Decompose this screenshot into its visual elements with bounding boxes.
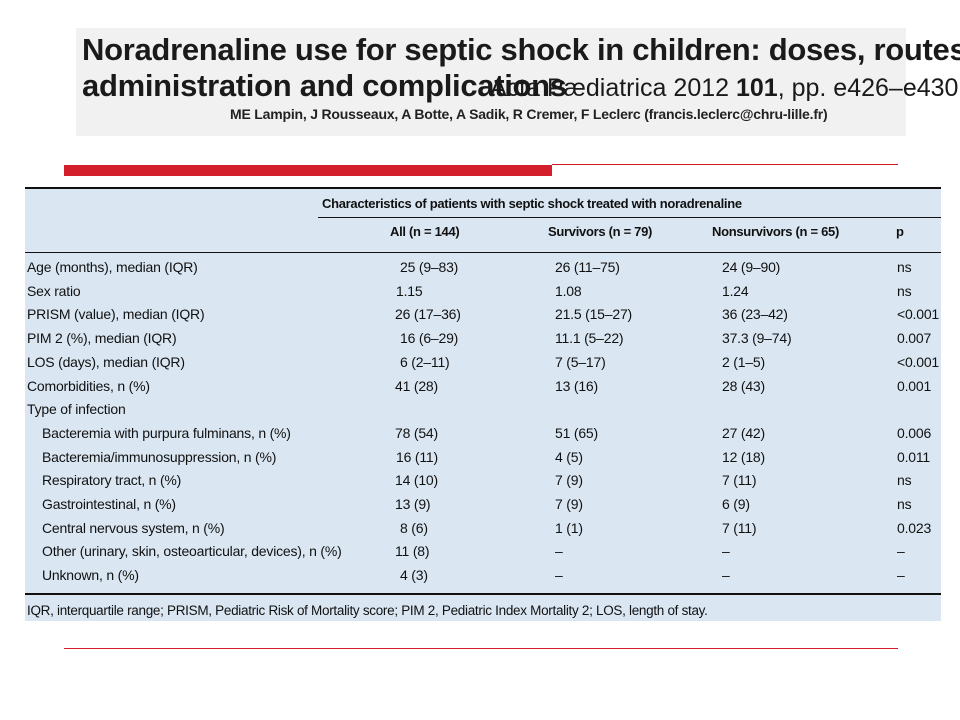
cell-p: 0.007 xyxy=(897,330,932,347)
row-label: Type of infection xyxy=(27,401,126,418)
table-rule-top xyxy=(25,187,941,189)
row-label: PIM 2 (%), median (IQR) xyxy=(27,330,177,347)
cell-p: 0.023 xyxy=(897,519,932,536)
row-label: Unknown, n (%) xyxy=(42,567,139,584)
cell-all: 25 (9–83) xyxy=(400,259,459,275)
cell-all: 14 (10) xyxy=(395,472,438,489)
paper-title-line-2: administration and complications xyxy=(82,68,567,103)
cell-nonsurvivors: 12 (18) xyxy=(722,448,765,465)
cell-nonsurvivors: 24 (9–90) xyxy=(722,259,781,275)
cell-nonsurvivors: 28 (43) xyxy=(722,377,765,394)
column-header-p: p xyxy=(896,224,904,239)
cell-nonsurvivors: – xyxy=(722,567,730,584)
cell-all: 26 (17–36) xyxy=(395,306,461,323)
cell-all: 78 (54) xyxy=(395,424,438,441)
citation-volume: 101 xyxy=(735,74,778,102)
table-rule-bottom xyxy=(25,593,941,595)
cell-nonsurvivors: 2 (1–5) xyxy=(722,353,765,370)
cell-survivors: 13 (16) xyxy=(555,377,598,394)
cell-p: ns xyxy=(897,259,912,275)
cell-survivors: 26 (11–75) xyxy=(555,259,620,275)
cell-all: 8 (6) xyxy=(400,519,428,536)
row-label: Central nervous system, n (%) xyxy=(42,519,225,536)
cell-p: ns xyxy=(897,472,912,489)
column-header-survivors: Survivors (n = 79) xyxy=(548,224,653,239)
cell-survivors: 1.08 xyxy=(555,282,582,299)
table-rule-header xyxy=(25,252,941,253)
column-header-nonsurvivors: Nonsurvivors (n = 65) xyxy=(712,224,839,239)
cell-nonsurvivors: 6 (9) xyxy=(722,496,750,512)
cell-all: 11 (8) xyxy=(395,543,430,560)
row-label: Age (months), median (IQR) xyxy=(27,259,198,275)
cell-survivors: 7 (9) xyxy=(555,472,583,489)
row-label: Gastrointestinal, n (%) xyxy=(42,496,176,512)
table-rule-caption xyxy=(318,217,941,218)
row-label: Bacteremia with purpura fulminans, n (%) xyxy=(42,424,291,441)
cell-nonsurvivors: – xyxy=(722,543,730,560)
cell-nonsurvivors: 37.3 (9–74) xyxy=(722,330,792,347)
citation: Acta Pædiatrica 2012 101, pp. e426–e430 xyxy=(490,74,958,103)
cell-p: ns xyxy=(897,282,912,299)
cell-all: 6 (2–11) xyxy=(400,353,450,370)
cell-p: ns xyxy=(897,496,912,512)
citation-journal: Acta Pædiatrica 2012 xyxy=(490,74,736,102)
row-label: LOS (days), median (IQR) xyxy=(27,353,185,370)
author-list: ME Lampin, J Rousseaux, A Botte, A Sadik… xyxy=(230,106,828,122)
row-label: Bacteremia/immunosuppression, n (%) xyxy=(42,448,277,465)
cell-nonsurvivors: 7 (11) xyxy=(722,472,757,489)
cell-p: <0.001 xyxy=(897,306,940,323)
cell-all: 1.15 xyxy=(396,282,423,299)
row-label: Sex ratio xyxy=(27,282,81,299)
row-label: Comorbidities, n (%) xyxy=(27,377,150,394)
cell-p: <0.001 xyxy=(897,353,940,370)
cell-survivors: – xyxy=(555,543,563,560)
cell-all: 4 (3) xyxy=(400,567,428,584)
cell-all: 16 (11) xyxy=(396,448,438,465)
table-footnote: IQR, interquartile range; PRISM, Pediatr… xyxy=(27,603,708,618)
row-label: Other (urinary, skin, osteoarticular, de… xyxy=(42,543,342,560)
cell-nonsurvivors: 7 (11) xyxy=(722,519,757,536)
citation-pages: , pp. e426–e430 xyxy=(777,74,959,102)
cell-survivors: 21.5 (15–27) xyxy=(555,306,632,323)
cell-survivors: 7 (9) xyxy=(555,496,583,512)
cell-nonsurvivors: 27 (42) xyxy=(722,424,765,441)
cell-survivors: 1 (1) xyxy=(555,519,583,536)
cell-p: – xyxy=(897,567,905,584)
cell-p: 0.001 xyxy=(897,377,932,394)
data-table xyxy=(25,187,941,621)
cell-nonsurvivors: 36 (23–42) xyxy=(722,306,788,323)
accent-bar xyxy=(64,165,552,176)
cell-p: 0.006 xyxy=(897,424,932,441)
cell-all: 41 (28) xyxy=(395,377,438,394)
header-band xyxy=(76,28,906,136)
cell-survivors: – xyxy=(555,567,563,584)
column-header-all: All (n = 144) xyxy=(390,224,460,239)
accent-line xyxy=(552,164,898,165)
cell-all: 16 (6–29) xyxy=(400,330,459,347)
row-label: PRISM (value), median (IQR) xyxy=(27,306,205,323)
cell-all: 13 (9) xyxy=(395,496,431,512)
cell-survivors: 11.1 (5–22) xyxy=(555,330,624,347)
accent-line-bottom xyxy=(64,648,898,649)
cell-survivors: 4 (5) xyxy=(555,448,583,465)
cell-p: – xyxy=(897,543,905,560)
cell-survivors: 7 (5–17) xyxy=(555,353,606,370)
cell-nonsurvivors: 1.24 xyxy=(722,282,749,299)
paper-title-line-1: Noradrenaline use for septic shock in ch… xyxy=(82,32,960,67)
table-caption: Characteristics of patients with septic … xyxy=(322,196,742,211)
cell-survivors: 51 (65) xyxy=(555,424,598,441)
cell-p: 0.011 xyxy=(897,448,930,465)
row-label: Respiratory tract, n (%) xyxy=(42,472,182,489)
